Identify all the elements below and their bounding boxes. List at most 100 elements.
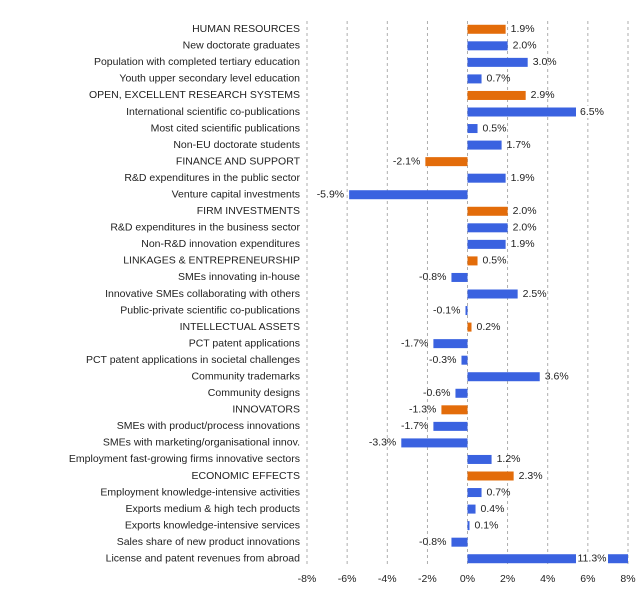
bar — [441, 405, 468, 415]
value-label: -5.9% — [317, 189, 344, 201]
y-tick-label: Non-R&D innovation expenditures — [141, 238, 300, 250]
x-tick-label: -8% — [298, 573, 317, 585]
bar — [451, 272, 468, 282]
y-tick-label: License and patent revenues from abroad — [106, 553, 301, 565]
bar — [401, 438, 468, 448]
y-tick-label: LINKAGES & ENTREPRENEURSHIP — [123, 255, 300, 267]
value-label: -2.1% — [393, 155, 420, 167]
value-label: 0.4% — [481, 503, 505, 515]
bar — [467, 256, 478, 266]
bar — [467, 504, 476, 514]
value-label: 2.0% — [513, 222, 537, 234]
y-tick-label: FIRM INVESTMENTS — [197, 205, 300, 217]
bar — [467, 206, 508, 216]
bar — [467, 223, 508, 233]
bar — [467, 322, 472, 332]
y-tick-label: Exports medium & high tech products — [125, 503, 300, 515]
bar — [467, 107, 598, 117]
value-label: 1.9% — [511, 23, 535, 35]
y-tick-label: International scientific co-publications — [126, 106, 300, 118]
bar — [433, 339, 468, 349]
value-label: 1.7% — [507, 139, 531, 151]
x-tick-label: -6% — [338, 573, 357, 585]
value-label: -1.7% — [401, 337, 428, 349]
value-label: 1.9% — [511, 172, 535, 184]
bar — [433, 421, 468, 431]
bar — [467, 239, 506, 249]
y-tick-label: Community designs — [208, 387, 300, 399]
label-background — [576, 106, 608, 118]
bar — [455, 388, 468, 398]
bar — [467, 471, 514, 481]
y-tick-label: FINANCE AND SUPPORT — [176, 155, 301, 167]
value-label: 6.5% — [580, 106, 604, 118]
value-label: 11.3% — [578, 553, 607, 565]
y-tick-label: Employment knowledge-intensive activitie… — [100, 486, 300, 498]
value-label: -0.8% — [419, 271, 446, 283]
x-tick-label: -4% — [378, 573, 397, 585]
bar — [451, 537, 468, 547]
bar — [467, 289, 518, 299]
bar — [467, 521, 470, 531]
bar — [465, 306, 468, 316]
x-tick-label: 6% — [580, 573, 595, 585]
bar — [467, 554, 628, 564]
labels: -8% -6% -4% -2% 0% 2% 4% 6% 8% HUMAN RESOURCES 1.9… — [69, 23, 636, 585]
x-tick-label: 8% — [620, 573, 635, 585]
value-label: 0.7% — [487, 486, 511, 498]
y-tick-label: PCT patent applications — [189, 337, 300, 349]
value-label: 3.0% — [533, 56, 557, 68]
x-tick-label: -2% — [418, 573, 437, 585]
y-tick-label: SMEs innovating in-house — [178, 271, 300, 283]
y-tick-label: New doctorate graduates — [183, 40, 300, 52]
bar — [467, 488, 482, 498]
bar — [467, 173, 506, 183]
bar — [461, 355, 468, 365]
y-tick-label: OPEN, EXCELLENT RESEARCH SYSTEMS — [89, 89, 300, 101]
value-label: 1.9% — [511, 238, 535, 250]
bar — [467, 124, 478, 134]
y-tick-label: SMEs with product/process innovations — [117, 420, 300, 432]
y-tick-label: Most cited scientific publications — [151, 122, 300, 134]
bar — [425, 157, 468, 167]
value-label: 2.9% — [531, 89, 555, 101]
y-tick-label: Employment fast-growing firms innovative… — [69, 453, 300, 465]
value-label: 0.2% — [477, 321, 501, 333]
value-label: -0.6% — [423, 387, 450, 399]
value-label: 2.5% — [523, 288, 547, 300]
y-tick-label: HUMAN RESOURCES — [192, 23, 300, 35]
bar — [467, 57, 528, 67]
value-label: -3.3% — [369, 437, 396, 449]
value-label: 2.3% — [519, 470, 543, 482]
y-tick-label: Sales share of new product innovations — [117, 536, 300, 548]
bars — [349, 24, 628, 564]
y-tick-label: Population with completed tertiary educa… — [94, 56, 300, 68]
bar — [467, 41, 508, 51]
bar — [349, 190, 468, 200]
bar — [467, 140, 502, 150]
y-tick-label: Exports knowledge-intensive services — [125, 519, 300, 531]
label-background — [576, 552, 608, 565]
y-tick-label: R&D expenditures in the public sector — [124, 172, 300, 184]
value-label: -1.3% — [409, 404, 436, 416]
value-label: -0.8% — [419, 536, 446, 548]
y-tick-label: Non-EU doctorate students — [173, 139, 300, 151]
value-label: -1.7% — [401, 420, 428, 432]
y-tick-label: Innovative SMEs collaborating with other… — [105, 288, 300, 300]
y-tick-label: PCT patent applications in societal chal… — [86, 354, 300, 366]
bar — [467, 372, 540, 382]
bar — [467, 454, 492, 464]
y-tick-label: Community trademarks — [191, 371, 300, 383]
value-label: 2.0% — [513, 205, 537, 217]
y-tick-label: ECONOMIC EFFECTS — [191, 470, 300, 482]
y-tick-label: SMEs with marketing/organisational innov… — [103, 437, 300, 449]
value-label: 0.5% — [483, 255, 507, 267]
value-label: 0.1% — [475, 519, 499, 531]
y-tick-label: INNOVATORS — [232, 404, 300, 416]
y-tick-label: INTELLECTUAL ASSETS — [180, 321, 300, 333]
value-label: -0.3% — [429, 354, 456, 366]
bar — [467, 74, 482, 84]
bar — [467, 24, 506, 34]
x-tick-label: 2% — [500, 573, 515, 585]
